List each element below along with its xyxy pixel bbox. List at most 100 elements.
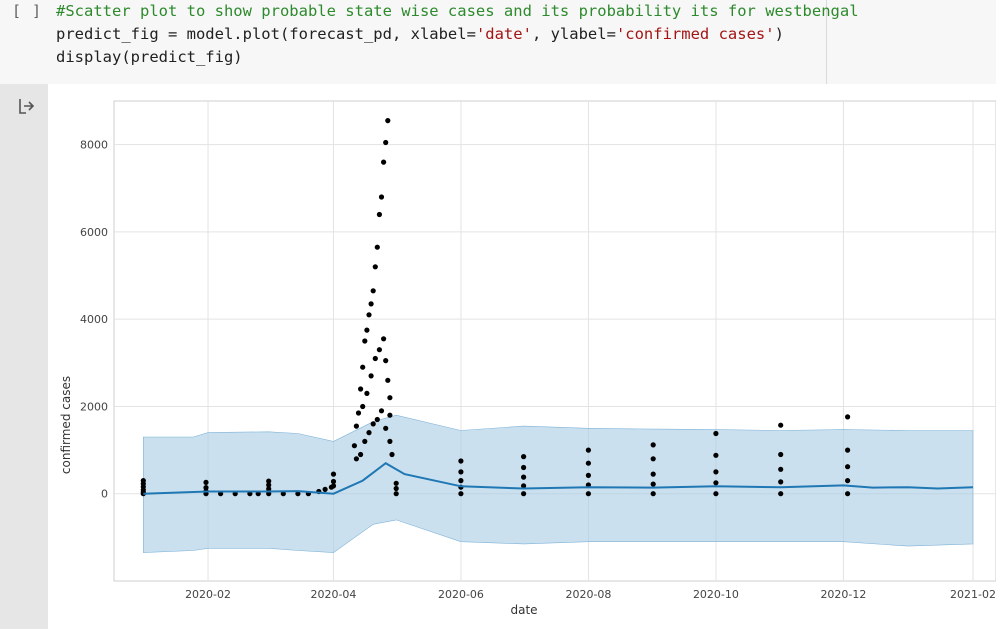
cell-run-prompt[interactable]: [ ] (12, 2, 43, 20)
data-point (521, 454, 527, 460)
data-point (387, 438, 393, 444)
data-point (360, 364, 366, 370)
y-tick-label: 6000 (80, 226, 108, 239)
data-point (370, 288, 376, 294)
uncertainty-band-group (143, 414, 974, 553)
data-point (585, 447, 592, 453)
data-point (650, 491, 656, 497)
data-point (383, 139, 389, 146)
output-gutter (0, 84, 48, 629)
data-point (458, 458, 464, 464)
data-point (330, 478, 337, 485)
data-point (713, 480, 719, 486)
data-point (295, 491, 301, 497)
code-comment: #Scatter plot to show probable state wis… (56, 2, 859, 20)
data-point (353, 423, 359, 429)
code-string-ylabel: 'confirmed cases' (615, 25, 775, 43)
data-point (585, 491, 592, 497)
data-point (360, 403, 366, 410)
y-tick-labels: 0 2000 4000 6000 8000 (80, 139, 108, 501)
data-point (322, 486, 328, 492)
data-point (393, 485, 399, 492)
data-point (368, 301, 374, 307)
data-point (280, 491, 286, 497)
data-point (393, 480, 399, 486)
data-point (387, 395, 393, 401)
code-editor[interactable]: #Scatter plot to show probable state wis… (56, 0, 859, 84)
data-point (845, 491, 851, 497)
data-point (381, 336, 387, 342)
data-point (362, 338, 368, 344)
x-tick-label: 2020-06 (438, 588, 484, 601)
data-point (387, 412, 393, 418)
data-point (383, 358, 389, 364)
data-point (376, 347, 382, 353)
data-point (393, 491, 399, 497)
x-tick-label: 2020-10 (693, 588, 739, 601)
y-tick-label: 0 (101, 488, 108, 501)
data-point (381, 159, 387, 165)
data-point (845, 464, 851, 470)
code-line-2: predict_fig = model.plot(forecast_pd, xl… (56, 23, 784, 45)
data-point (376, 211, 382, 218)
data-point (140, 478, 146, 484)
data-point (358, 451, 364, 458)
data-point (351, 443, 357, 449)
data-point (778, 451, 784, 458)
data-point (521, 491, 527, 497)
data-point (845, 447, 851, 453)
data-point (650, 456, 656, 462)
data-point (650, 481, 656, 487)
data-point (370, 421, 376, 427)
code-line-1: #Scatter plot to show probable state wis… (56, 0, 859, 22)
data-point (266, 482, 272, 488)
data-point (521, 474, 527, 480)
data-point (778, 491, 784, 497)
data-point (266, 478, 272, 484)
data-point (374, 416, 380, 423)
data-point (650, 442, 656, 448)
data-point (353, 456, 359, 462)
data-point (355, 410, 362, 416)
y-tick-label: 4000 (80, 313, 108, 326)
code-cell[interactable]: [ ] #Scatter plot to show probable state… (0, 0, 996, 84)
data-point (778, 422, 784, 428)
code-token: ) (774, 25, 784, 43)
data-point (778, 466, 784, 472)
data-point (713, 452, 719, 458)
x-axis-label: date (510, 603, 537, 617)
data-point (458, 469, 464, 475)
data-point (585, 472, 592, 478)
data-point (521, 483, 527, 489)
y-tick-label: 2000 (80, 400, 108, 413)
output-arrow-icon[interactable] (16, 96, 36, 116)
data-point (385, 118, 391, 124)
data-point (364, 327, 370, 333)
data-point (266, 486, 272, 492)
data-point (845, 414, 851, 420)
data-point (778, 479, 784, 485)
data-point (366, 430, 372, 436)
data-point (585, 460, 592, 466)
data-point (378, 408, 385, 414)
code-line-3: display(predict_fig) (56, 46, 243, 68)
x-tick-labels: 2020-02 2020-04 2020-06 2020-08 2020-10 2020-… (185, 588, 996, 601)
data-point (374, 244, 380, 250)
data-point (362, 438, 368, 444)
data-point (364, 390, 370, 396)
code-token: , ylabel= (531, 25, 616, 43)
x-tick-label: 2021-02 (950, 588, 996, 601)
data-point (713, 469, 719, 475)
data-point (713, 430, 719, 437)
data-point (713, 491, 719, 497)
data-point (372, 264, 378, 270)
data-point (366, 312, 372, 318)
code-token: display(predict_fig) (56, 48, 243, 66)
actual-points (140, 118, 851, 497)
uncertainty-band (143, 414, 974, 553)
data-point (385, 377, 391, 383)
forecast-line (143, 462, 974, 495)
forecast-line-group (143, 462, 974, 495)
y-axis-label: confirmed cases (59, 376, 73, 474)
data-point (458, 478, 464, 484)
